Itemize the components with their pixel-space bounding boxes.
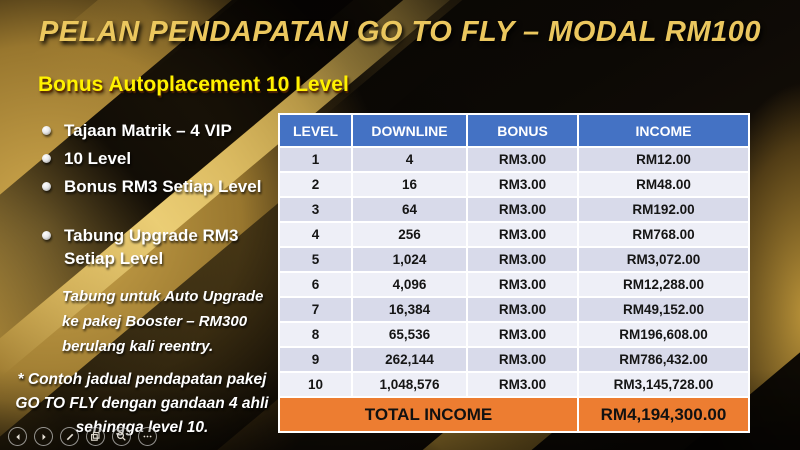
cell-downline: 1,048,576 [351,371,468,398]
cell-bonus: RM3.00 [466,346,579,373]
cell-bonus: RM3.00 [466,271,579,298]
cell-income: RM49,152.00 [577,296,750,323]
cell-downline: 4 [351,146,468,173]
bullet-text: 10 Level [64,149,132,168]
bullet-item: Tabung Upgrade RM3 Setiap Level [40,224,270,270]
cell-bonus: RM3.00 [466,371,579,398]
upgrade-note: Tabung untuk Auto Upgrade ke pakej Boost… [62,288,264,355]
table-row: 9 262,144 RM3.00 RM786,432.00 [278,346,750,373]
table-row: 8 65,536 RM3.00 RM196,608.00 [278,321,750,348]
table-row: 3 64 RM3.00 RM192.00 [278,196,750,223]
bullet-item: Bonus RM3 Setiap Level [40,175,270,198]
slideshow-controls [8,427,157,446]
column-header-downline: DOWNLINE [351,113,468,148]
cell-level: 7 [278,296,353,323]
total-income-label: TOTAL INCOME [278,396,579,433]
cell-bonus: RM3.00 [466,171,579,198]
cell-downline: 1,024 [351,246,468,273]
bullet-text: Tabung Upgrade RM3 Setiap Level [64,226,239,268]
cell-level: 1 [278,146,353,173]
previous-slide-button[interactable] [8,427,27,446]
table-row: 4 256 RM3.00 RM768.00 [278,221,750,248]
total-income-value: RM4,194,300.00 [577,396,750,433]
income-table: LEVEL DOWNLINE BONUS INCOME 1 4 RM3.00 R… [278,113,750,433]
cell-income: RM48.00 [577,171,750,198]
next-slide-button[interactable] [34,427,53,446]
slide-title: PELAN PENDAPATAN GO TO FLY – MODAL RM100 [39,16,761,48]
cell-level: 3 [278,196,353,223]
cell-level: 8 [278,321,353,348]
cell-income: RM3,145,728.00 [577,371,750,398]
bullet-bead-icon [42,126,51,135]
slide-navigator-button[interactable] [86,427,105,446]
pen-tool-button[interactable] [60,427,79,446]
column-header-level: LEVEL [278,113,353,148]
cell-income: RM786,432.00 [577,346,750,373]
table-row: 5 1,024 RM3.00 RM3,072.00 [278,246,750,273]
cell-bonus: RM3.00 [466,246,579,273]
slide-subtitle: Bonus Autoplacement 10 Level [38,73,349,96]
table-header-row: LEVEL DOWNLINE BONUS INCOME [278,113,750,148]
more-options-icon [143,435,152,438]
pen-icon [66,433,73,440]
table-row: 1 4 RM3.00 RM12.00 [278,146,750,173]
table-row: 6 4,096 RM3.00 RM12,288.00 [278,271,750,298]
bullet-text: Tajaan Matrik – 4 VIP [64,121,232,140]
bullet-item: Tajaan Matrik – 4 VIP [40,119,270,142]
cell-income: RM196,608.00 [577,321,750,348]
next-slide-icon [42,433,46,440]
cell-bonus: RM3.00 [466,296,579,323]
cell-level: 9 [278,346,353,373]
cell-income: RM192.00 [577,196,750,223]
cell-bonus: RM3.00 [466,321,579,348]
table-row: 2 16 RM3.00 RM48.00 [278,171,750,198]
column-header-income: INCOME [577,113,750,148]
cell-level: 10 [278,371,353,398]
bullet-list: Tajaan Matrik – 4 VIP 10 Level Bonus RM3… [40,119,270,275]
table-row: 10 1,048,576 RM3.00 RM3,145,728.00 [278,371,750,398]
cell-bonus: RM3.00 [466,196,579,223]
cell-income: RM3,072.00 [577,246,750,273]
cell-level: 2 [278,171,353,198]
cell-income: RM12,288.00 [577,271,750,298]
more-options-button[interactable] [138,427,157,446]
bullet-bead-icon [42,182,51,191]
cell-downline: 16,384 [351,296,468,323]
bullet-bead-icon [42,154,51,163]
zoom-icon [116,431,126,441]
zoom-button[interactable] [112,427,131,446]
bullet-text: Bonus RM3 Setiap Level [64,177,262,196]
cell-downline: 65,536 [351,321,468,348]
column-header-bonus: BONUS [466,113,579,148]
cell-downline: 4,096 [351,271,468,298]
cell-level: 6 [278,271,353,298]
slide-navigator-icon [91,432,100,441]
table-row: 7 16,384 RM3.00 RM49,152.00 [278,296,750,323]
cell-downline: 262,144 [351,346,468,373]
cell-bonus: RM3.00 [466,221,579,248]
cell-downline: 16 [351,171,468,198]
bullet-item: 10 Level [40,147,270,170]
cell-level: 4 [278,221,353,248]
previous-slide-icon [15,433,19,440]
cell-level: 5 [278,246,353,273]
cell-bonus: RM3.00 [466,146,579,173]
cell-downline: 256 [351,221,468,248]
cell-income: RM768.00 [577,221,750,248]
cell-downline: 64 [351,196,468,223]
total-row: TOTAL INCOME RM4,194,300.00 [278,396,750,433]
cell-income: RM12.00 [577,146,750,173]
bullet-bead-icon [42,231,51,240]
